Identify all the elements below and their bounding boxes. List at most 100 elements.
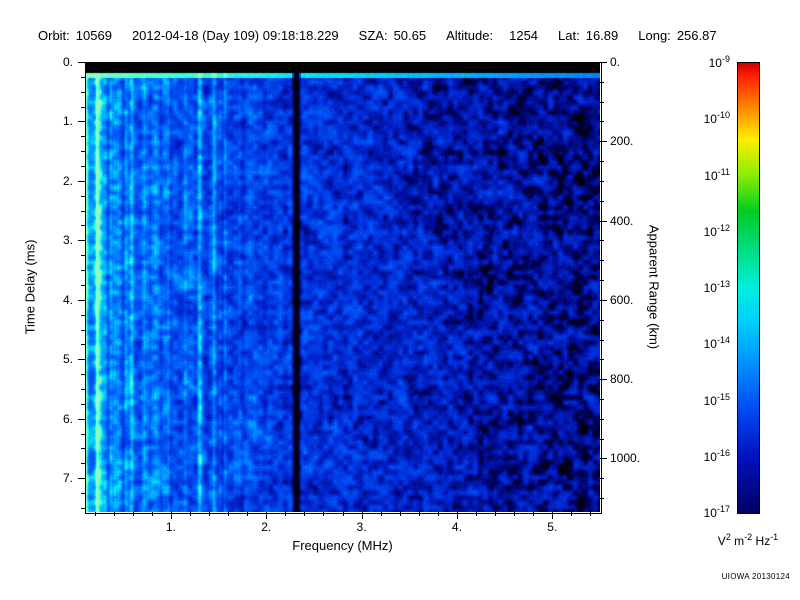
y-major-tick [78,62,85,63]
y-minor-tick [81,225,85,227]
y2-minor-tick [600,319,604,321]
y-major-tick [78,359,85,361]
colorbar-tick-label: 10-15 [703,391,730,408]
y-minor-tick [81,151,85,153]
x-minor-tick [285,512,287,516]
x-minor-tick [476,512,478,516]
x-major-tick [266,512,268,519]
y-tick-label: 6. [62,411,73,426]
y2-minor-tick [600,498,604,500]
x-major-tick [552,512,554,519]
x-minor-tick [418,512,420,516]
x-minor-tick [571,512,573,516]
y-major-tick [78,121,85,123]
y-minor-tick [81,136,85,138]
y2-minor-tick [600,240,604,242]
y-minor-tick [81,255,85,257]
y-minor-tick [81,448,85,450]
y-tick-label: 2. [62,173,73,188]
y2-minor-tick [600,339,604,341]
x-tick-label: 4. [451,520,462,534]
colorbar-unit-label: V2 m-2 Hz-1 [717,532,779,548]
y2-major-tick [600,299,607,301]
x-minor-tick [380,512,382,516]
y2-minor-tick [600,260,604,262]
y-axis-title-left: Time Delay (ms) [22,239,38,335]
long-value: 256.87 [676,28,717,43]
y2-minor-tick [600,101,604,103]
spectrogram-canvas [85,62,600,512]
x-axis-title: Frequency (MHz) [292,538,393,553]
altitude-value: 1254 [509,28,539,43]
y2-minor-tick [600,359,604,361]
y2-tick-label: 0. [610,55,621,69]
y-minor-tick [81,374,85,376]
colorbar-tick-label: 10-11 [704,166,730,183]
x-minor-tick [495,512,497,516]
y-minor-tick [81,388,85,390]
y-minor-tick [81,195,85,197]
lat-label: Lat: [558,28,580,43]
long-label: Long: [638,28,671,43]
x-minor-tick [304,512,306,516]
y2-tick-label: 600. [610,292,634,307]
altitude-label: Altitude: [446,28,494,43]
y-minor-tick [81,492,85,494]
y-minor-tick [81,329,85,331]
y-minor-tick [81,314,85,316]
x-major-tick [361,512,363,519]
credit-text: UIOWA 20130124 [721,572,790,581]
y2-minor-tick [600,180,604,182]
y2-major-tick [600,62,607,63]
y2-tick-label: 200. [610,134,634,149]
x-minor-tick [533,512,535,516]
colorbar-tick-label: 10-9 [708,54,730,70]
colorbar-tick-label: 10-10 [703,110,730,127]
x-minor-tick [151,512,153,516]
y-minor-tick [81,91,85,93]
y2-minor-tick [600,81,604,83]
colorbar-tick-label: 10-13 [703,279,730,295]
lat-value: 16.89 [585,28,619,43]
y2-major-tick [600,379,607,381]
sza-label: SZA: [358,28,388,43]
x-minor-tick [437,512,439,516]
y2-tick-label: 1000. [610,451,641,466]
y-minor-tick [81,507,85,509]
colorbar-tick-label: 10-16 [703,447,730,464]
x-tick-label: 3. [356,520,367,534]
colorbar-gradient [737,62,760,514]
y-tick-label: 4. [62,292,73,307]
datetime-text: 2012-04-18 (Day 109) 09:18:18.229 [131,28,339,43]
colorbar-tick-label: 10-14 [703,335,730,352]
sza-value: 50.65 [393,28,427,43]
y-minor-tick [81,403,85,405]
y-axis-title-right: Apparent Range (km) [646,224,662,350]
y2-tick-label: 400. [610,213,634,228]
x-minor-tick [590,512,592,516]
x-tick-label: 1. [165,520,176,534]
y-minor-tick [81,284,85,286]
x-minor-tick [208,512,210,516]
y2-minor-tick [600,438,604,440]
y-major-tick [78,478,85,480]
y2-major-tick [600,220,607,222]
y-minor-tick [81,106,85,108]
y-tick-label: 5. [62,352,73,367]
x-minor-tick [228,512,230,516]
orbit-value: 10569 [75,28,112,43]
y-minor-tick [81,270,85,272]
x-minor-tick [94,512,96,516]
x-minor-tick [323,512,325,516]
y-minor-tick [81,463,85,465]
y2-minor-tick [600,200,604,202]
y-major-tick [78,299,85,301]
y2-minor-tick [600,418,604,420]
y2-tick-label: 800. [610,372,634,387]
y-tick-label: 1. [62,114,73,129]
y2-minor-tick [600,121,604,123]
x-tick-label: 5. [547,520,558,534]
x-minor-tick [342,512,344,516]
y-minor-tick [81,76,85,78]
